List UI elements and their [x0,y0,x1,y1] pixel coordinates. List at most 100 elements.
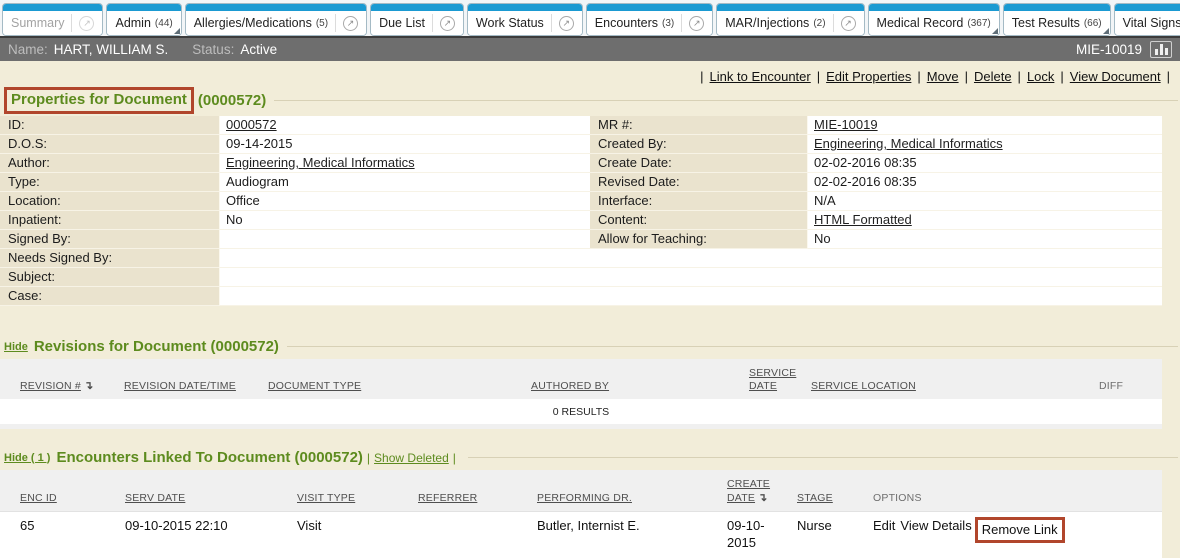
property-value-mr[interactable]: MIE-10019 [814,117,878,132]
property-label-inpatient: Inpatient: [0,211,220,230]
property-label-created-by: Created By: [590,135,808,154]
property-label-interface: Interface: [590,192,808,211]
col-options: OPTIONS [873,492,922,504]
col-stage[interactable]: STAGE [797,492,833,504]
remove-link-link[interactable]: Remove Link [981,522,1058,537]
popout-icon[interactable]: ↗ [558,15,574,31]
patient-name: HART, WILLIAM S. [53,42,169,57]
col-service-location[interactable]: SERVICE LOCATION [811,380,916,392]
tab-divider [550,14,552,32]
tab-count: (367) [967,17,991,29]
edit-encounter-link[interactable]: Edit [873,518,896,533]
annotation-highlight-properties: Properties for Document [4,87,194,114]
popout-icon[interactable]: ↗ [343,15,359,31]
tab-divider [431,14,433,32]
property-value-created-by[interactable]: Engineering, Medical Informatics [814,136,1003,151]
popout-icon[interactable]: ↗ [79,15,95,31]
tab-top-strip [1114,4,1180,11]
popout-icon[interactable]: ↗ [689,15,705,31]
heading-rule [274,100,1178,101]
property-label-revised-date: Revised Date: [590,173,808,192]
tab-top-strip [467,4,582,11]
patient-status: Active [240,42,278,57]
separator: | [964,68,968,84]
property-value-location: Office [226,193,260,208]
tab-count: (44) [154,17,173,29]
col-document-type[interactable]: DOCUMENT TYPE [268,380,362,392]
popout-icon[interactable]: ↗ [840,15,856,31]
edit-properties-link[interactable]: Edit Properties [826,68,912,84]
tab-label: Work Status [475,16,544,30]
tab-top-strip [1003,4,1110,11]
property-label-author: Author: [0,154,220,173]
property-label-needs-signed-by: Needs Signed By: [0,249,220,268]
tab-label: MAR/Injections [725,16,810,30]
col-revision-datetime[interactable]: REVISION DATE/TIME [124,380,236,392]
encounters-table: ENC ID SERV DATE VISIT TYPE REFERRER PER… [0,470,1162,558]
lock-link[interactable]: Lock [1026,68,1055,84]
col-performing-dr[interactable]: PERFORMING DR. [537,492,632,504]
property-value-id[interactable]: 0000572 [226,117,277,132]
show-deleted-link[interactable]: Show Deleted [374,450,449,465]
tab-test-results[interactable]: Test Results (66) [1002,3,1111,36]
col-referrer[interactable]: REFERRER [418,492,478,504]
tab-label: Summary [11,16,65,30]
flowsheet-chart-icon[interactable] [1150,41,1172,58]
col-enc-id[interactable]: ENC ID [20,492,57,504]
col-serv-date[interactable]: SERV DATE [125,492,186,504]
view-details-link[interactable]: View Details [900,518,972,533]
tab-encounters[interactable]: Encounters (3) ↗ [585,3,714,36]
sort-desc-icon: ↴ [83,380,94,392]
tab-top-strip [586,4,713,11]
tab-summary[interactable]: Summary ↗ [2,3,104,36]
tab-work-status[interactable]: Work Status ↗ [466,3,583,36]
properties-heading: Properties for Document (0000572) [0,87,1180,114]
tab-top-strip [717,4,864,11]
encounters-hide-link[interactable]: Hide ( 1 ) [4,451,51,464]
encounter-row: 65 09-10-2015 22:10 Visit Butler, Intern… [0,511,1162,558]
property-value-dos: 09-14-2015 [226,136,293,151]
separator: | [452,450,456,465]
revisions-hide-link[interactable]: Hide [4,340,28,353]
view-document-link[interactable]: View Document [1069,68,1161,84]
tab-due-list[interactable]: Due List ↗ [370,3,464,36]
encounter-referrer [418,517,537,551]
move-link[interactable]: Move [926,68,959,84]
property-value-create-date: 02-02-2016 08:35 [814,155,917,170]
separator: | [816,68,821,84]
tab-top-strip [3,4,103,11]
status-label: Status: [192,42,235,57]
revisions-title: Revisions for Document (0000572) [33,338,279,355]
col-create-date[interactable]: CREATE DATE [727,478,771,504]
document-number: (0000572) [197,92,267,109]
delete-link[interactable]: Delete [973,68,1012,84]
col-revision-number[interactable]: REVISION # [20,380,81,392]
heading-rule [286,346,1178,347]
encounter-stage: Nurse [797,518,832,533]
encounter-create-date: 09-10-2015 [727,518,765,550]
tab-medical-record[interactable]: Medical Record (367) [867,3,1000,36]
separator: | [917,68,921,84]
name-label: Name: [8,42,48,57]
tab-divider [335,14,337,32]
property-value-author[interactable]: Engineering, Medical Informatics [226,155,415,170]
col-visit-type[interactable]: VISIT TYPE [297,492,356,504]
tab-label: Encounters [594,16,659,30]
tab-count: (2) [813,17,826,29]
tab-mar-injections[interactable]: MAR/Injections (2) ↗ [716,3,865,36]
tab-label: Vital Signs [1122,16,1180,30]
link-to-encounter-link[interactable]: Link to Encounter [709,68,811,84]
property-value-content[interactable]: HTML Formatted [814,212,912,227]
tab-vital-signs[interactable]: Vital Signs ↗ [1113,3,1180,36]
tab-admin[interactable]: Admin (44) [106,3,182,36]
revisions-table: REVISION # ↴ REVISION DATE/TIME DOCUMENT … [0,359,1162,429]
patient-mrn: MIE-10019 [1075,42,1142,57]
encounters-heading: Hide ( 1 ) Encounters Linked To Document… [0,449,1180,466]
col-authored-by[interactable]: AUTHORED BY [531,380,610,392]
property-label-mr: MR #: [590,116,808,135]
popout-icon[interactable]: ↗ [439,15,455,31]
property-label-create-date: Create Date: [590,154,808,173]
encounter-visit-type: Visit [297,518,322,533]
col-service-date[interactable]: SERVICE DATE [749,367,797,392]
tab-allergies-medications[interactable]: Allergies/Medications (5) ↗ [184,3,368,36]
